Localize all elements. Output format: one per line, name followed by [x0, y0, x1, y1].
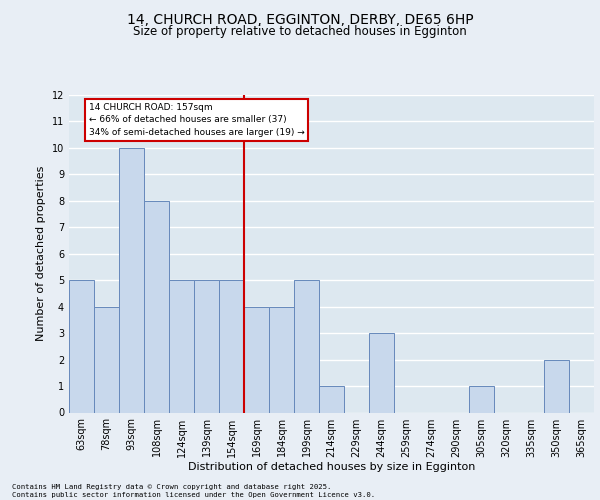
Bar	[269, 306, 294, 412]
Bar	[469, 386, 494, 412]
Bar	[219, 280, 244, 412]
Bar	[319, 386, 344, 412]
Bar	[369, 333, 394, 412]
Bar	[544, 360, 569, 412]
Y-axis label: Number of detached properties: Number of detached properties	[36, 166, 46, 342]
Text: Contains HM Land Registry data © Crown copyright and database right 2025.
Contai: Contains HM Land Registry data © Crown c…	[12, 484, 375, 498]
Bar	[144, 201, 169, 412]
Bar	[69, 280, 94, 412]
Bar	[169, 280, 194, 412]
Bar	[94, 306, 119, 412]
Text: 14, CHURCH ROAD, EGGINTON, DERBY, DE65 6HP: 14, CHURCH ROAD, EGGINTON, DERBY, DE65 6…	[127, 12, 473, 26]
X-axis label: Distribution of detached houses by size in Egginton: Distribution of detached houses by size …	[188, 462, 475, 472]
Text: Size of property relative to detached houses in Egginton: Size of property relative to detached ho…	[133, 25, 467, 38]
Bar	[194, 280, 219, 412]
Text: 14 CHURCH ROAD: 157sqm
← 66% of detached houses are smaller (37)
34% of semi-det: 14 CHURCH ROAD: 157sqm ← 66% of detached…	[89, 103, 305, 137]
Bar	[244, 306, 269, 412]
Bar	[119, 148, 144, 412]
Bar	[294, 280, 319, 412]
